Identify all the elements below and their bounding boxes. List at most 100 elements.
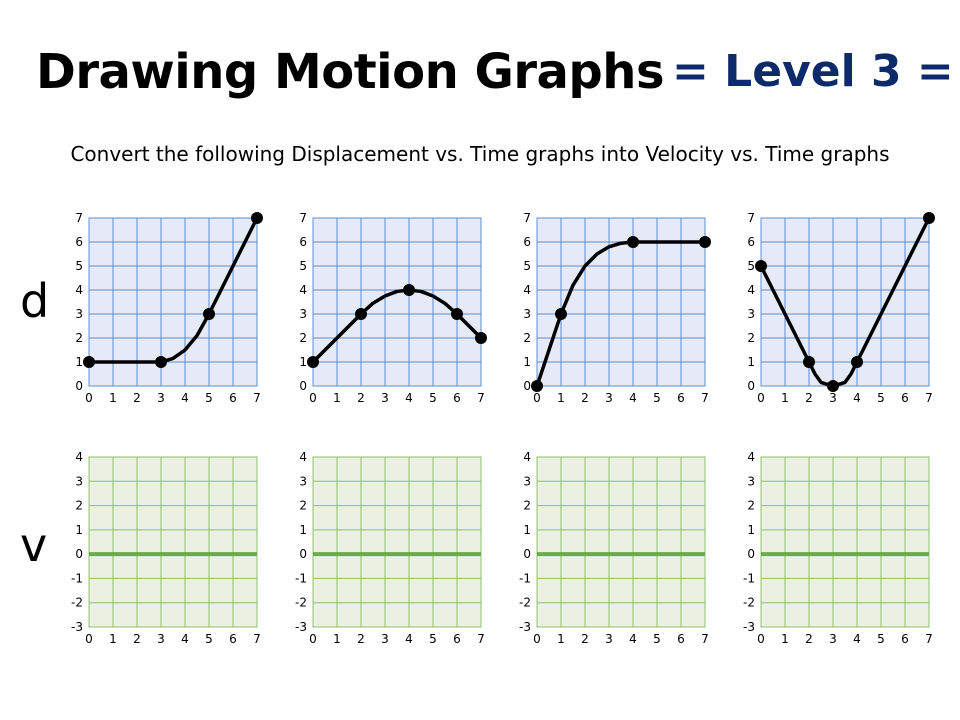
- graph-6-y-tick-label: 0: [299, 547, 307, 561]
- graph-3-x-tick-label: 6: [677, 391, 685, 405]
- graph-5-y-tick-label: 2: [75, 499, 83, 513]
- graph-4-y-tick-label: 1: [747, 355, 755, 369]
- graph-3-x-tick-label: 5: [653, 391, 661, 405]
- row-label-displacement: d: [20, 274, 50, 328]
- graph-6-x-tick-label: 6: [453, 632, 461, 646]
- graph-2-y-tick-label: 7: [299, 211, 307, 225]
- graph-2-x-tick-label: 4: [405, 391, 413, 405]
- graph-8-x-tick-label: 6: [901, 632, 909, 646]
- graph-8-x-tick-label: 0: [757, 632, 765, 646]
- graph-3-y-tick-label: 4: [523, 283, 531, 297]
- graph-6-x-tick-label: 4: [405, 632, 413, 646]
- graph-2-data-point: [403, 284, 415, 296]
- graph-1-y-tick-label: 1: [75, 355, 83, 369]
- graph-6-x-tick-label: 2: [357, 632, 365, 646]
- graph-6-x-tick-label: 7: [477, 632, 485, 646]
- graph-3-x-tick-label: 1: [557, 391, 565, 405]
- graph-1-y-tick-label: 6: [75, 235, 83, 249]
- graph-1-x-tick-label: 1: [109, 391, 117, 405]
- graph-4-data-point: [803, 356, 815, 368]
- graph-2-x-tick-label: 5: [429, 391, 437, 405]
- graph-8-x-tick-label: 2: [805, 632, 813, 646]
- graph-5-x-tick-label: 7: [253, 632, 261, 646]
- graph-8-y-tick-label: -3: [743, 620, 755, 634]
- graph-7-y-tick-label: 0: [523, 547, 531, 561]
- graph-8-x-tick-label: 3: [829, 632, 837, 646]
- graph-5-y-tick-label: -1: [71, 571, 83, 585]
- graph-8-y-tick-label: 2: [747, 499, 755, 513]
- graph-3-data-point: [699, 236, 711, 248]
- graph-6-y-tick-label: 3: [299, 474, 307, 488]
- graph-4-plot-area: [760, 217, 930, 387]
- graph-3-x-tick-label: 4: [629, 391, 637, 405]
- graph-2-x-tick-label: 0: [309, 391, 317, 405]
- graph-4-data-point: [755, 260, 767, 272]
- graph-5-y-tick-label: 3: [75, 474, 83, 488]
- graph-3-y-tick-label: 6: [523, 235, 531, 249]
- graph-7-x-tick-label: 6: [677, 632, 685, 646]
- graph-2-x-tick-label: 3: [381, 391, 389, 405]
- graph-4-y-tick-label: 4: [747, 283, 755, 297]
- graph-6-y-tick-label: 4: [299, 450, 307, 464]
- graph-2-y-tick-label: 2: [299, 331, 307, 345]
- graph-5-x-tick-label: 3: [157, 632, 165, 646]
- graph-2-x-tick-label: 2: [357, 391, 365, 405]
- graph-1-data-point: [203, 308, 215, 320]
- graph-4-x-tick-label: 5: [877, 391, 885, 405]
- graph-5-plot-area: [88, 456, 258, 628]
- graph-7-y-tick-label: 4: [523, 450, 531, 464]
- graph-7-x-tick-label: 7: [701, 632, 709, 646]
- graph-1-data-point: [155, 356, 167, 368]
- graph-3-y-tick-label: 0: [523, 379, 531, 393]
- graph-3-y-tick-label: 2: [523, 331, 531, 345]
- graph-1-x-tick-label: 3: [157, 391, 165, 405]
- graph-2-data-point: [307, 356, 319, 368]
- graph-2-y-tick-label: 4: [299, 283, 307, 297]
- graph-7-x-tick-label: 1: [557, 632, 565, 646]
- graph-5-x-tick-label: 4: [181, 632, 189, 646]
- graph-4-y-tick-label: 3: [747, 307, 755, 321]
- level-badge: = Level 3 =: [672, 46, 954, 97]
- instructions: Convert the following Displacement vs. T…: [70, 142, 890, 166]
- graph-5-x-tick-label: 2: [133, 632, 141, 646]
- graph-6-x-tick-label: 0: [309, 632, 317, 646]
- graph-6-y-tick-label: -3: [295, 620, 307, 634]
- graph-8-x-tick-label: 5: [877, 632, 885, 646]
- graph-6-x-tick-label: 1: [333, 632, 341, 646]
- graph-7-plot-area: [536, 456, 706, 628]
- graph-4-x-tick-label: 1: [781, 391, 789, 405]
- graph-7-y-tick-label: -2: [519, 596, 531, 610]
- graph-1-y-tick-label: 5: [75, 259, 83, 273]
- graph-3-data-point: [555, 308, 567, 320]
- graph-5-y-tick-label: -3: [71, 620, 83, 634]
- graph-3-y-tick-label: 1: [523, 355, 531, 369]
- graph-2-data-point: [451, 308, 463, 320]
- graph-3-y-tick-label: 3: [523, 307, 531, 321]
- graph-4-data-point: [851, 356, 863, 368]
- graph-7-y-tick-label: 3: [523, 474, 531, 488]
- graph-3-x-tick-label: 3: [605, 391, 613, 405]
- graph-4-x-tick-label: 6: [901, 391, 909, 405]
- graph-4-y-tick-label: 6: [747, 235, 755, 249]
- graph-3-x-tick-label: 2: [581, 391, 589, 405]
- graph-2-y-tick-label: 3: [299, 307, 307, 321]
- graph-4-x-tick-label: 7: [925, 391, 933, 405]
- graph-7-x-tick-label: 2: [581, 632, 589, 646]
- graph-4-x-tick-label: 0: [757, 391, 765, 405]
- graph-1-y-tick-label: 2: [75, 331, 83, 345]
- graph-1-y-tick-label: 7: [75, 211, 83, 225]
- graph-5-x-tick-label: 1: [109, 632, 117, 646]
- graph-4-x-tick-label: 3: [829, 391, 837, 405]
- graph-2-plot-area: [312, 217, 482, 387]
- graph-8-y-tick-label: 0: [747, 547, 755, 561]
- graph-7-x-tick-label: 5: [653, 632, 661, 646]
- graph-3-y-tick-label: 5: [523, 259, 531, 273]
- graph-8-y-tick-label: 3: [747, 474, 755, 488]
- graph-4-y-tick-label: 5: [747, 259, 755, 273]
- graph-2-y-tick-label: 1: [299, 355, 307, 369]
- graph-1-y-tick-label: 3: [75, 307, 83, 321]
- graph-2-y-tick-label: 6: [299, 235, 307, 249]
- graph-5-x-tick-label: 0: [85, 632, 93, 646]
- graph-4-data-point: [923, 212, 935, 224]
